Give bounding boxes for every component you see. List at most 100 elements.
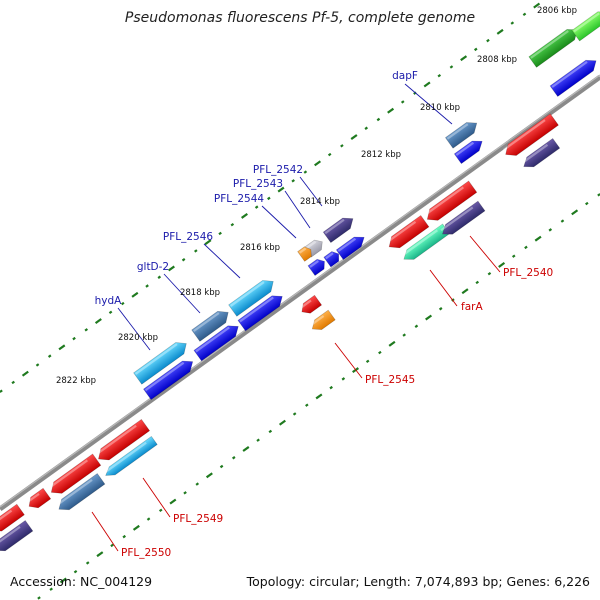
tick-inner-mark	[533, 2, 541, 9]
tick-inner-mark	[277, 186, 285, 193]
label-leader-lines	[91, 83, 501, 552]
gene-arrow	[58, 473, 106, 511]
gene-arrow-shine	[299, 299, 312, 309]
tick-inner-mark	[376, 117, 381, 122]
tick-outer-mark	[425, 314, 433, 321]
gene-feature	[191, 310, 229, 342]
tick-outer-mark	[548, 228, 553, 232]
gene-feature	[323, 251, 340, 268]
gene-arrow	[105, 435, 158, 476]
tick-outer-mark	[511, 254, 516, 258]
gene-feature	[297, 246, 312, 262]
gene-label-pfl_2544: PFL_2544	[214, 193, 265, 205]
tick-outer-mark	[365, 359, 370, 364]
tick-labels: 2806 kbp 2808 kbp 2810 kbp 2812 kbp 2814 kbp…	[56, 6, 577, 386]
gene-feature	[440, 200, 486, 235]
tick-label-2820: 2820 kbp	[118, 333, 158, 343]
gene-arrow-shine	[305, 240, 317, 250]
gene-arrow	[442, 200, 486, 235]
gene-arrow-shine	[239, 296, 274, 323]
tick-outer-mark	[341, 377, 346, 381]
gene-arrow-shine	[26, 492, 40, 504]
leader-line	[91, 511, 119, 552]
gene-feature	[310, 309, 336, 330]
tick-inner-mark	[423, 81, 431, 88]
gene-arrow	[453, 140, 483, 165]
gene-arrow	[191, 310, 229, 342]
gene-label-pfl_2540: PFL_2540	[503, 267, 553, 279]
gene-feature	[335, 236, 365, 261]
gene-arrow	[444, 122, 478, 149]
tick-inner-mark	[0, 389, 3, 393]
gene-arrow-shine	[324, 218, 345, 235]
gene-feature	[444, 122, 478, 149]
gene-arrow-shine	[440, 206, 474, 232]
tick-inner-mark	[486, 38, 490, 43]
tick-outer-mark	[498, 261, 506, 268]
tick-inner-mark	[473, 47, 478, 52]
tick-inner-mark	[496, 28, 504, 35]
gene-feature	[133, 342, 187, 385]
gene-feature	[502, 113, 559, 156]
tick-inner-mark	[510, 21, 515, 25]
tick-inner-mark	[303, 170, 308, 174]
leader-line	[429, 269, 458, 307]
tick-label-2818: 2818 kbp	[180, 288, 220, 298]
tick-inner-mark	[460, 55, 468, 62]
gene-arrow-shine	[309, 260, 319, 268]
tick-inner-mark	[327, 152, 332, 157]
gene-feature	[0, 503, 25, 532]
tick-track-inner	[0, 2, 541, 393]
gene-arrow-shine	[530, 30, 569, 59]
leader-line	[299, 176, 323, 207]
tick-outer-mark	[329, 385, 333, 390]
tick-track-outer	[37, 193, 600, 600]
tick-outer-mark	[96, 551, 104, 558]
tick-outer-mark	[219, 464, 224, 469]
gene-arrow-shine	[310, 315, 325, 327]
gene-arrow	[301, 294, 323, 314]
tick-outer-mark	[534, 235, 542, 242]
tick-outer-mark	[73, 569, 78, 574]
gene-label-pfl_2550: PFL_2550	[121, 547, 171, 559]
gene-label-pfl_2542: PFL_2542	[253, 164, 303, 176]
gene-label-dapf: dapF	[392, 70, 418, 82]
gene-label-gltd-2: gltD-2	[137, 261, 169, 273]
tick-inner-mark	[47, 354, 52, 358]
tick-inner-mark	[72, 336, 76, 341]
gene-arrow	[311, 309, 336, 330]
gene-label-pfl_2545: PFL_2545	[365, 374, 415, 386]
gene-arrow-shine	[144, 361, 185, 392]
tick-outer-mark	[256, 438, 260, 442]
gene-arrow	[426, 180, 478, 221]
tick-outer-mark	[475, 280, 480, 285]
gene-arrow	[228, 280, 274, 317]
map-title: Pseudomonas fluorescens Pf-5, complete g…	[124, 10, 476, 26]
genome-backbone	[0, 74, 600, 512]
tick-inner-mark	[230, 222, 235, 227]
tick-label-2808: 2808 kbp	[477, 55, 517, 65]
tick-label-2816: 2816 kbp	[240, 243, 280, 253]
tick-inner-mark	[204, 239, 212, 246]
genome-summary-text: Topology: circular; Length: 7,074,893 bp…	[246, 574, 590, 589]
gene-feature	[104, 435, 158, 476]
tick-inner-mark	[218, 231, 222, 236]
tick-outer-mark	[110, 543, 114, 548]
gene-feature	[322, 217, 354, 244]
gene-arrow	[322, 217, 354, 244]
leader-line	[142, 477, 171, 518]
leader-line	[203, 243, 241, 279]
gene-feature	[143, 360, 194, 401]
gene-arrow-shine	[95, 424, 137, 456]
tick-inner-mark	[21, 370, 29, 377]
tick-inner-mark	[167, 265, 175, 272]
tick-outer-mark	[242, 446, 250, 452]
leader-line	[404, 83, 453, 125]
tick-inner-mark	[108, 310, 113, 315]
gene-arrow-shine	[299, 247, 307, 254]
tick-label-2814: 2814 kbp	[300, 197, 340, 207]
gene-arrow	[307, 258, 325, 276]
tick-outer-mark	[132, 524, 140, 531]
gene-label-hyda: hydA	[95, 295, 123, 307]
tick-inner-mark	[350, 134, 358, 140]
